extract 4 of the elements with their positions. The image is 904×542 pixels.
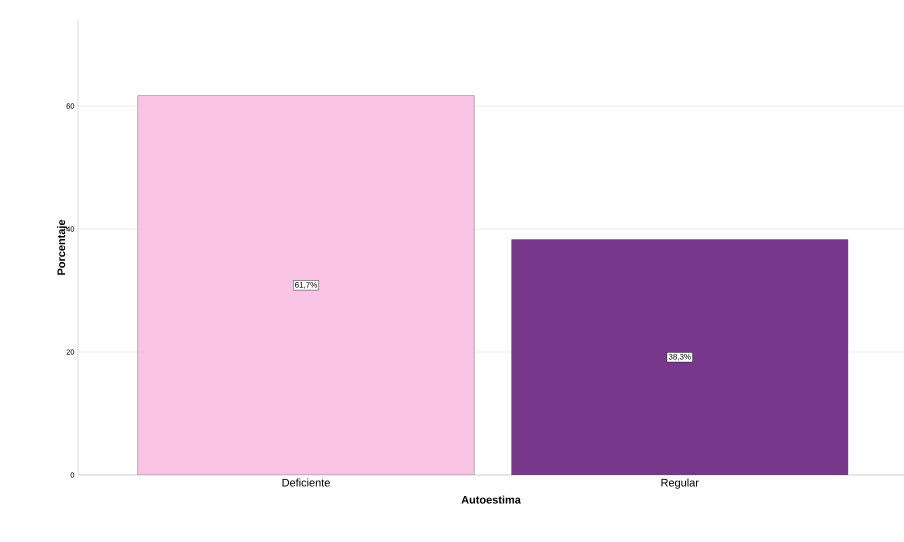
- x-axis-title: Autoestima: [461, 496, 521, 504]
- x-tick-label: Deficiente: [282, 478, 330, 487]
- x-tick-label: Regular: [661, 478, 699, 489]
- y-axis-title: Porcentaje: [57, 220, 68, 275]
